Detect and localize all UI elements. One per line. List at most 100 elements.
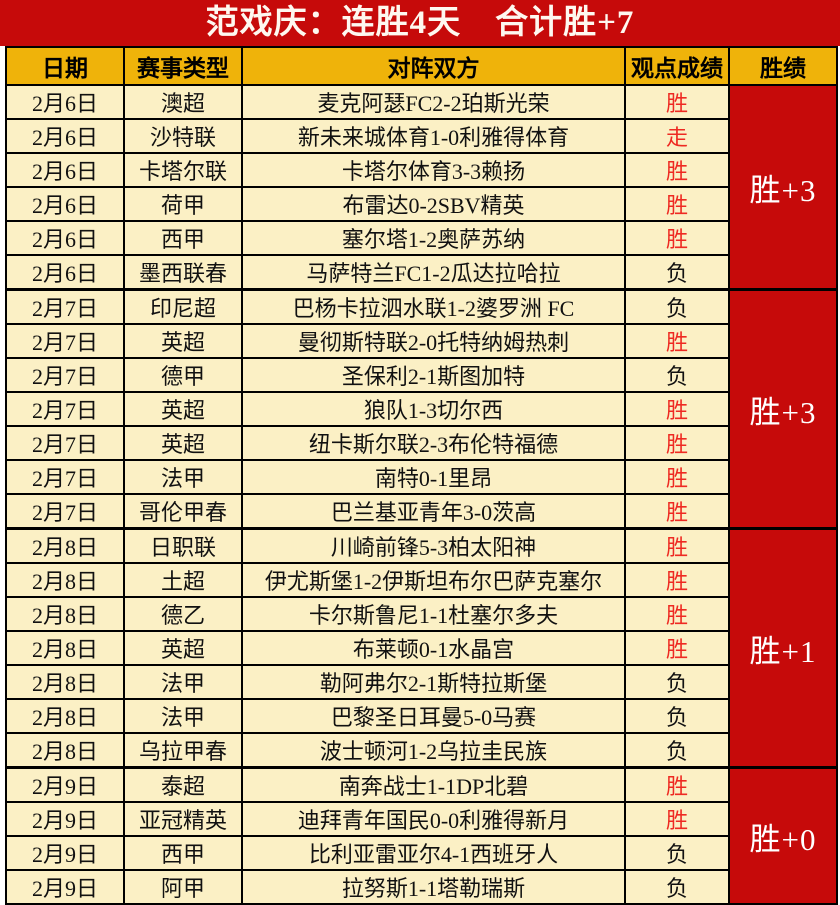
match-cell: 勒阿弗尔2-1斯特拉斯堡 [241,664,626,700]
page-title: 范戏庆：连胜4天 合计胜+7 [205,4,635,41]
header-row: 日期 赛事类型 对阵双方 观点成绩 胜绩 [5,46,838,86]
match-cell: 马萨特兰FC1-2瓜达拉哈拉 [241,254,626,291]
header-cell-result: 观点成绩 [624,46,730,86]
date-cell: 2月8日 [5,698,125,734]
league-cell: 墨西联春 [123,254,243,291]
result-cell: 胜 [624,220,730,256]
date-cell: 2月8日 [5,630,125,666]
result-cell: 负 [624,835,730,871]
result-cell: 胜 [624,425,730,461]
table-row: 2月8日 英超 布莱顿0-1水晶宫胜 [5,630,837,666]
date-cell: 2月6日 [5,186,125,222]
league-cell: 哥伦甲春 [123,493,243,530]
table-row: 2月9日 西甲 比利亚雷亚尔4-1西班牙人负 [5,835,837,871]
league-cell: 西甲 [123,835,243,871]
match-cell: 巴黎圣日耳曼5-0马赛 [241,698,626,734]
league-cell: 英超 [123,391,243,427]
date-cell: 2月7日 [5,323,125,359]
date-cell: 2月6日 [5,152,125,188]
date-cell: 2月6日 [5,220,125,256]
date-cell: 2月7日 [5,425,125,461]
title-banner: 范戏庆：连胜4天 合计胜+7 [0,0,840,46]
league-cell: 荷甲 [123,186,243,222]
table-row: 2月6日 西甲 塞尔塔1-2奥萨苏纳胜 [5,220,837,256]
table-row: 2月8日 法甲 勒阿弗尔2-1斯特拉斯堡负 [5,664,837,700]
result-cell: 胜 [624,766,730,803]
league-cell: 亚冠精英 [123,801,243,837]
match-cell: 川崎前锋5-3柏太阳神 [241,527,626,564]
match-cell: 卡尔斯鲁尼1-1杜塞尔多夫 [241,596,626,632]
league-cell: 法甲 [123,664,243,700]
match-cell: 塞尔塔1-2奥萨苏纳 [241,220,626,256]
table-row: 2月6日 荷甲 布雷达0-2SBV精英胜 [5,186,837,222]
table-row: 2月6日 墨西联春 马萨特兰FC1-2瓜达拉哈拉负 [5,254,837,291]
date-cell: 2月7日 [5,357,125,393]
date-cell: 2月9日 [5,869,125,905]
table-row: 2月7日 德甲 圣保利2-1斯图加特负 [5,357,837,393]
result-cell: 胜 [624,186,730,222]
match-cell: 布雷达0-2SBV精英 [241,186,626,222]
match-cell: 迪拜青年国民0-0利雅得新月 [241,801,626,837]
table-row: 2月8日 土超 伊尤斯堡1-2伊斯坦布尔巴萨克塞尔胜 [5,562,837,598]
streak-cell: 胜+0 [728,766,838,905]
league-cell: 沙特联 [123,118,243,154]
table-row: 2月7日 英超 纽卡斯尔联2-3布伦特福德胜 [5,425,837,461]
date-cell: 2月9日 [5,766,125,803]
table-row: 2月6日 澳超 麦克阿瑟FC2-2珀斯光荣胜胜+3 [5,84,838,291]
league-cell: 法甲 [123,459,243,495]
table-row: 2月9日 亚冠精英 迪拜青年国民0-0利雅得新月胜 [5,801,837,837]
league-cell: 法甲 [123,698,243,734]
match-cell: 巴兰基亚青年3-0茨高 [241,493,626,530]
league-cell: 澳超 [123,84,243,120]
league-cell: 泰超 [123,766,243,803]
result-cell: 胜 [624,391,730,427]
date-cell: 2月9日 [5,835,125,871]
date-cell: 2月6日 [5,118,125,154]
result-cell: 胜 [624,562,730,598]
result-cell: 胜 [624,459,730,495]
match-cell: 拉努斯1-1塔勒瑞斯 [241,869,626,905]
match-cell: 曼彻斯特联2-0托特纳姆热刺 [241,323,626,359]
result-cell: 走 [624,118,730,154]
date-cell: 2月8日 [5,562,125,598]
match-cell: 新未来城体育1-0利雅得体育 [241,118,626,154]
match-cell: 南奔战士1-1DP北碧 [241,766,626,803]
result-cell: 负 [624,357,730,393]
result-cell: 胜 [624,152,730,188]
table-row: 2月8日 德乙 卡尔斯鲁尼1-1杜塞尔多夫胜 [5,596,837,632]
date-cell: 2月9日 [5,801,125,837]
league-cell: 西甲 [123,220,243,256]
match-cell: 狼队1-3切尔西 [241,391,626,427]
league-cell: 阿甲 [123,869,243,905]
match-cell: 比利亚雷亚尔4-1西班牙人 [241,835,626,871]
table-row: 2月7日 英超 曼彻斯特联2-0托特纳姆热刺胜 [5,323,837,359]
header-cell-league: 赛事类型 [123,46,243,86]
date-cell: 2月7日 [5,391,125,427]
date-cell: 2月8日 [5,664,125,700]
result-cell: 胜 [624,493,730,530]
league-cell: 德乙 [123,596,243,632]
match-cell: 南特0-1里昂 [241,459,626,495]
match-cell: 伊尤斯堡1-2伊斯坦布尔巴萨克塞尔 [241,562,626,598]
streak-cell: 胜+3 [728,84,838,291]
header-cell-streak: 胜绩 [728,46,838,86]
result-cell: 胜 [624,323,730,359]
match-cell: 麦克阿瑟FC2-2珀斯光荣 [241,84,626,120]
league-cell: 卡塔尔联 [123,152,243,188]
league-cell: 印尼超 [123,288,243,325]
league-cell: 日职联 [123,527,243,564]
league-cell: 英超 [123,630,243,666]
table-row: 2月7日 印尼超 巴杨卡拉泗水联1-2婆罗洲 FC 负胜+3 [5,288,838,530]
date-cell: 2月7日 [5,459,125,495]
result-cell: 负 [624,698,730,734]
result-cell: 负 [624,869,730,905]
league-cell: 乌拉甲春 [123,732,243,769]
streak-cell: 胜+1 [728,527,838,769]
results-table: 日期 赛事类型 对阵双方 观点成绩 胜绩 2月6日 澳超 麦克阿瑟FC2-2珀斯光荣… [5,46,838,905]
table-row: 2月9日 阿甲 拉努斯1-1塔勒瑞斯负 [5,869,837,905]
match-cell: 圣保利2-1斯图加特 [241,357,626,393]
result-cell: 负 [624,288,730,325]
result-cell: 胜 [624,801,730,837]
table-row: 2月6日 卡塔尔联 卡塔尔体育3-3赖扬胜 [5,152,837,188]
table-row: 2月8日 法甲 巴黎圣日耳曼5-0马赛负 [5,698,837,734]
